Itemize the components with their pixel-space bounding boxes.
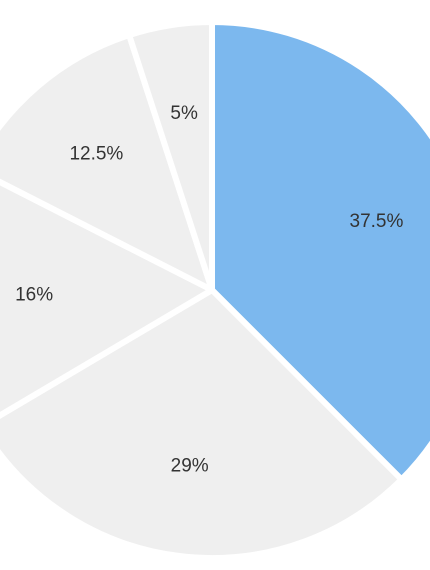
slice-label: 29%	[171, 456, 209, 477]
slice-label: 5%	[170, 103, 198, 124]
pie-slice	[209, 19, 430, 483]
pie-slice	[0, 32, 215, 293]
pie-slice	[0, 178, 215, 419]
slice-label: 12.5%	[69, 144, 123, 165]
slice-label: 37.5%	[350, 211, 404, 232]
slice-label: 16%	[15, 285, 53, 306]
pie-slice	[126, 19, 215, 293]
